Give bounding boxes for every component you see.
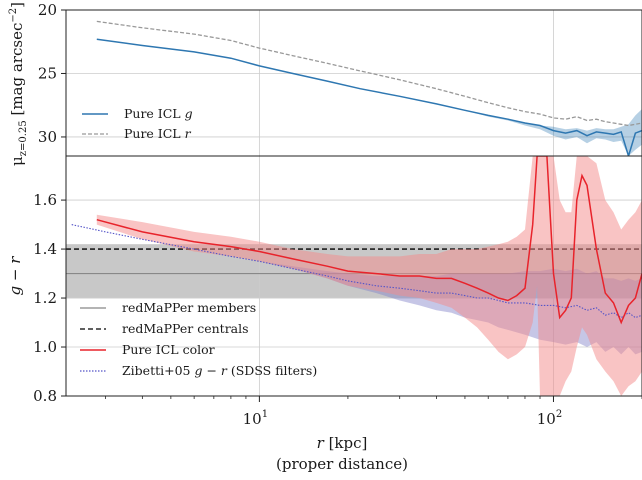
legend-label-centrals: redMaPPer centrals: [122, 321, 249, 336]
bottom-legend: redMaPPer members redMaPPer centrals Pur…: [80, 300, 317, 378]
legend-label-icl-r: Pure ICL r: [124, 126, 192, 141]
top-y-axis-label: μz=0.25 [mag arcsec−2]: [8, 2, 29, 166]
bottom-y-axis-label: g − r: [6, 256, 24, 296]
bottom-y-tick-label: 1.6: [33, 191, 57, 209]
x-axis-sublabel: (proper distance): [276, 455, 408, 473]
bottom-panel: 0.8 1.0 1.2 1.4 1.6 101 102 g − r redMaPPer me…: [6, 155, 642, 428]
icl-g-profile-line: [96, 38, 642, 156]
x-tick-exponent: 2: [556, 409, 562, 420]
bottom-y-tick-label: 1.0: [33, 338, 57, 356]
x-axis-label: r [kpc]: [317, 434, 368, 452]
top-panel: 20 25 30 μz=0.25 [mag arcsec−2] Pure ICL g…: [8, 1, 642, 166]
top-y-ticks: 20 25 30: [38, 1, 66, 146]
bottom-axis-ticks: 0.8 1.0 1.2 1.4 1.6 101 102: [33, 191, 642, 428]
icl-color-uncertainty-band: [96, 156, 642, 396]
x-tick-label: 102: [537, 409, 562, 428]
bottom-y-tick-label: 0.8: [33, 387, 57, 405]
top-y-tick-label: 20: [38, 1, 57, 19]
x-tick-label: 101: [243, 409, 268, 428]
icl-r-profile-line: [96, 20, 642, 127]
legend-label-zibetti: Zibetti+05 g − r (SDSS filters): [122, 363, 317, 378]
legend-label-icl-g: Pure ICL g: [124, 106, 193, 121]
top-legend: Pure ICL g Pure ICL r: [82, 106, 193, 141]
bottom-axes-frame: [65, 155, 642, 397]
bottom-y-tick-label: 1.2: [33, 289, 57, 307]
top-y-tick-label: 25: [38, 64, 57, 82]
bottom-y-tick-label: 1.4: [33, 240, 57, 258]
x-tick-exponent: 1: [262, 409, 268, 420]
legend-label-icl-color: Pure ICL color: [122, 342, 215, 357]
zibetti-color-line: [71, 224, 642, 319]
icl-color-line: [96, 156, 642, 325]
legend-label-members: redMaPPer members: [122, 300, 256, 315]
top-y-tick-label: 30: [38, 128, 57, 146]
